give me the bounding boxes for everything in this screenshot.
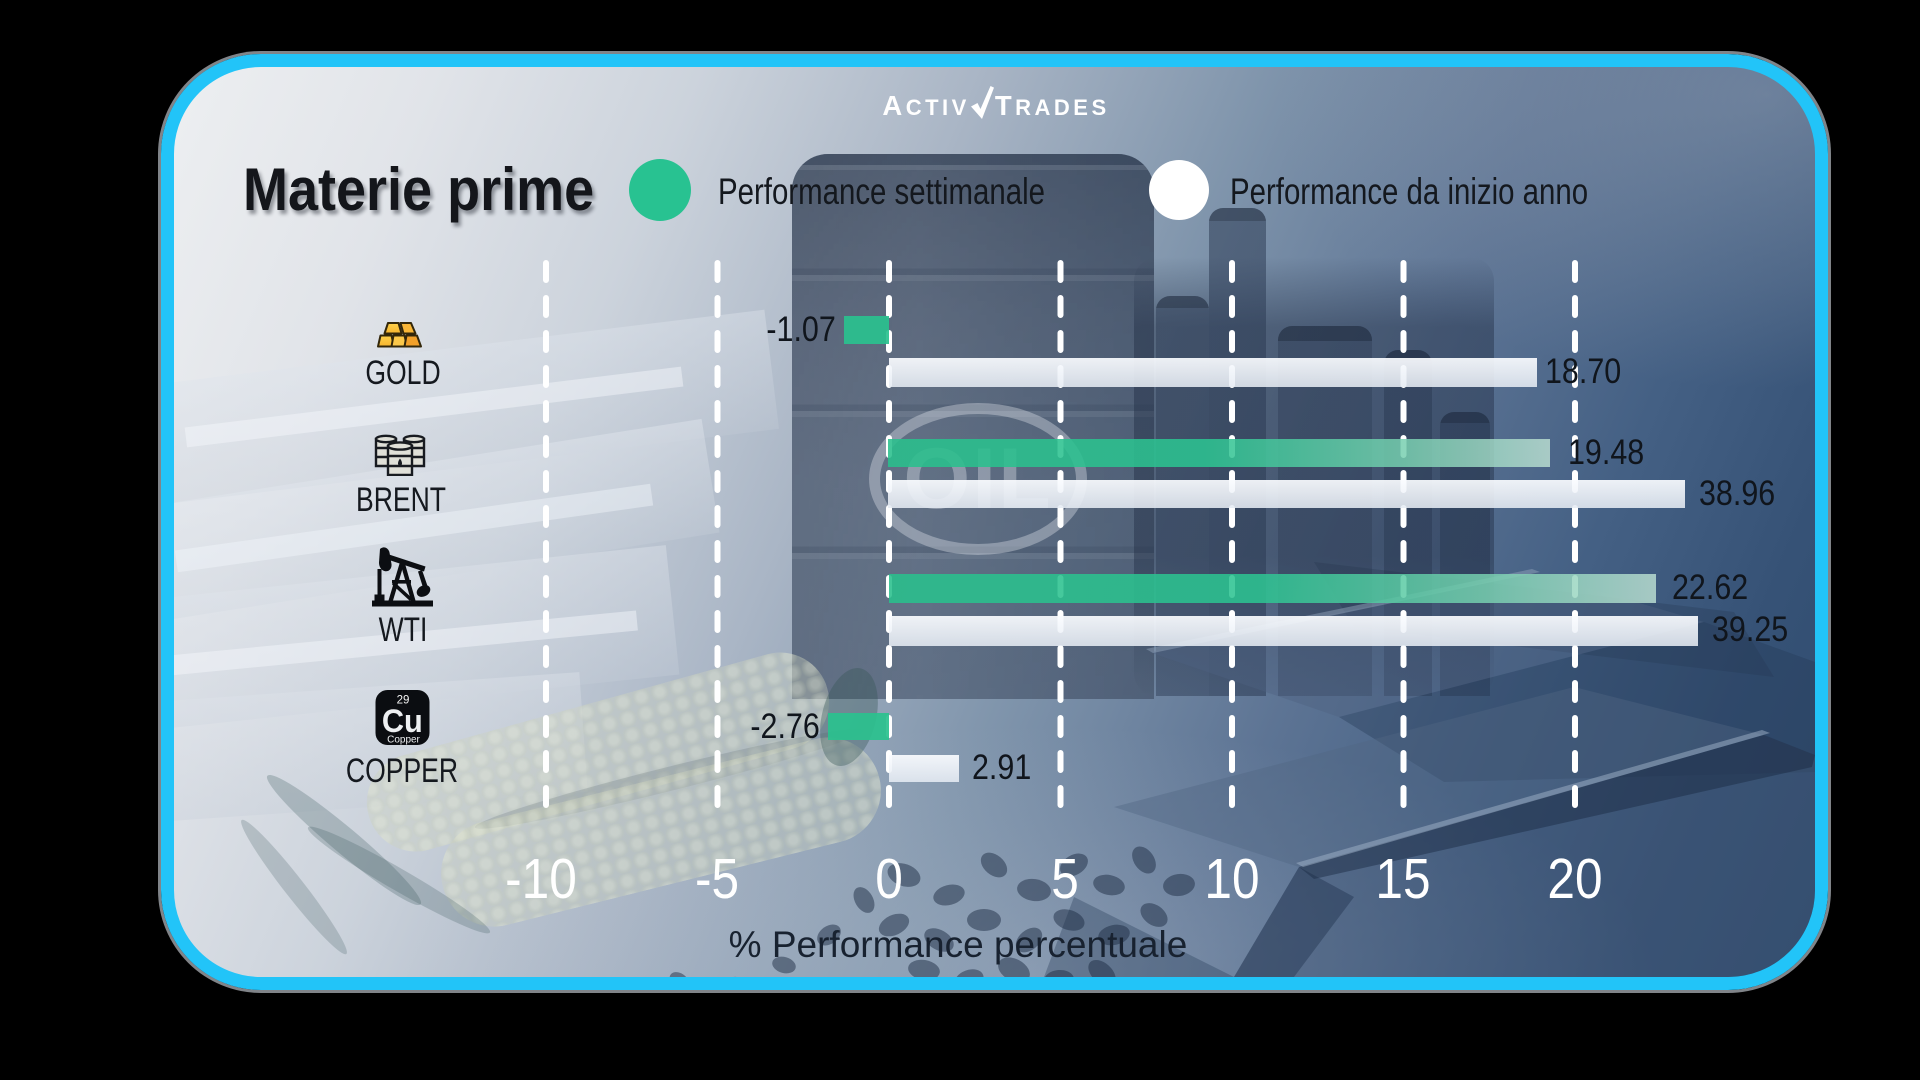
svg-text:Copper: Copper [387,735,420,746]
svg-text:Cu: Cu [381,703,422,739]
svg-text:29: 29 [396,695,409,707]
